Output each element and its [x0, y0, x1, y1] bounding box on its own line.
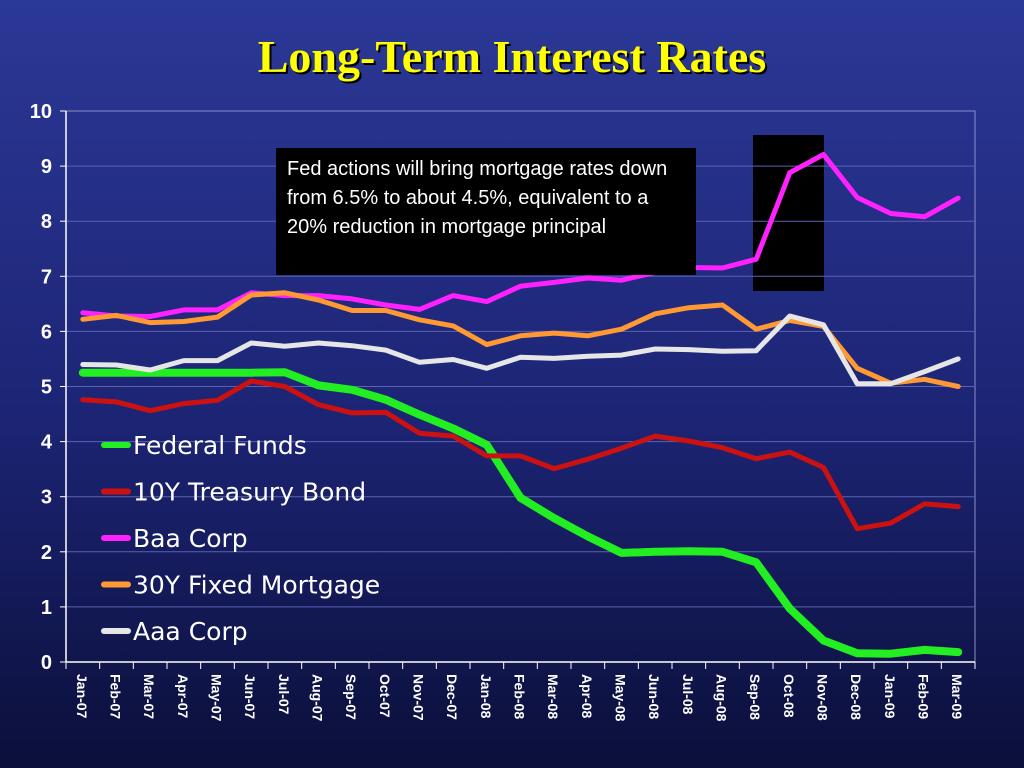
x-tick-label: Apr-08 — [579, 674, 595, 719]
y-tick-label: 1 — [41, 597, 52, 619]
x-tick-label: Apr-07 — [175, 674, 191, 719]
y-tick-label: 7 — [41, 266, 52, 288]
x-tick-label: Aug-08 — [714, 674, 730, 722]
x-tick-label: Jul-07 — [276, 674, 292, 715]
y-tick-label: 10 — [30, 101, 52, 123]
x-tick-label: Oct-07 — [377, 674, 393, 718]
y-tick-label: 8 — [41, 211, 52, 233]
x-tick-label: May-08 — [613, 674, 629, 722]
legend-label: 10Y Treasury Bond — [133, 478, 366, 507]
x-tick-label: Nov-07 — [411, 674, 427, 721]
series-line — [80, 152, 961, 319]
x-tick-label: May-07 — [209, 674, 225, 722]
x-tick-label: Dec-08 — [848, 674, 864, 720]
x-tick-label: Feb-07 — [108, 674, 124, 719]
y-tick-label: 9 — [41, 156, 52, 178]
series-line — [80, 378, 961, 532]
x-tick-label: Sep-08 — [747, 674, 763, 720]
x-tick-label: Jun-07 — [242, 674, 258, 719]
x-tick-label: Sep-07 — [343, 674, 359, 720]
legend-label: Aaa Corp — [133, 617, 248, 646]
y-tick-label: 5 — [41, 377, 52, 399]
y-tick-label: 6 — [41, 321, 52, 343]
x-tick-label: Jun-08 — [646, 674, 662, 719]
series-line — [78, 368, 963, 658]
legend-label: Baa Corp — [133, 524, 248, 553]
y-tick-label: 3 — [41, 487, 52, 509]
x-tick-label: Mar-07 — [141, 674, 157, 719]
y-tick-label: 0 — [41, 652, 52, 674]
x-tick-label: Jan-07 — [74, 674, 90, 719]
chart-title: Long-Term Interest Rates — [257, 31, 767, 82]
x-tick-label: Jul-08 — [680, 674, 696, 715]
x-tick-label: Oct-08 — [781, 674, 797, 718]
x-tick-label: Aug-07 — [310, 674, 326, 722]
x-tick-label: Jan-08 — [478, 674, 494, 719]
x-tick-label: Feb-09 — [916, 674, 932, 719]
x-tick-label: Dec-07 — [444, 674, 460, 720]
legend-label: 30Y Fixed Mortgage — [133, 571, 380, 600]
legend-label: Federal Funds — [133, 431, 307, 460]
x-tick-label: Mar-09 — [949, 674, 965, 719]
x-tick-label: Feb-08 — [512, 674, 528, 719]
callout-annotation: Fed actions will bring mortgage rates do… — [276, 148, 696, 275]
x-tick-label: Nov-08 — [815, 674, 831, 721]
y-tick-label: 2 — [41, 542, 52, 564]
series-line — [80, 313, 961, 387]
y-tick-label: 4 — [41, 432, 53, 454]
x-tick-label: Jan-09 — [882, 674, 898, 719]
x-tick-label: Mar-08 — [545, 674, 561, 719]
